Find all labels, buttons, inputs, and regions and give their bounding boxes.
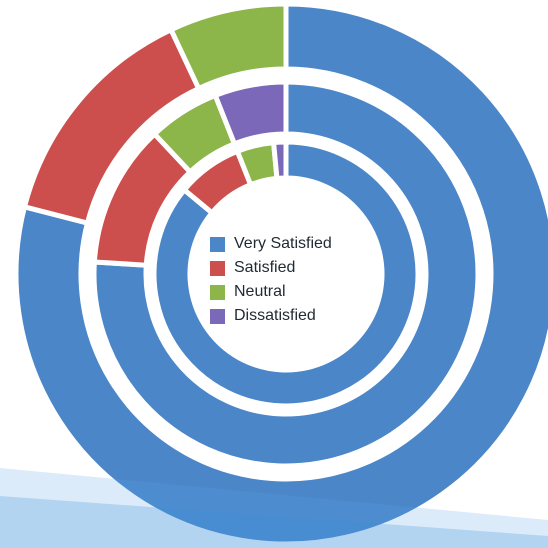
slice-outer-very-satisfied — [13, 1, 548, 547]
slice-inner-dissatisfied — [270, 139, 289, 182]
legend-item-dissatisfied: Dissatisfied — [210, 304, 370, 328]
legend-item-satisfied: Satisfied — [210, 256, 370, 280]
legend-label-very-satisfied: Very Satisfied — [234, 235, 332, 252]
legend-swatch-very-satisfied — [210, 236, 225, 252]
legend-label-satisfied: Satisfied — [234, 259, 296, 276]
slice-middle-dissatisfied — [212, 79, 289, 148]
rings-layer — [13, 1, 548, 547]
legend-item-very-satisfied: Very Satisfied — [210, 232, 370, 256]
slice-middle-very-satisfied — [91, 79, 481, 469]
legend-swatch-neutral — [210, 284, 225, 300]
legend-label-dissatisfied: Dissatisfied — [234, 307, 316, 324]
slice-inner-very-satisfied — [151, 139, 421, 409]
chart-legend: Very Satisfied Satisfied Neutral Dissati… — [210, 232, 370, 328]
legend-swatch-satisfied — [210, 260, 225, 276]
legend-label-neutral: Neutral — [234, 283, 286, 300]
legend-item-neutral: Neutral — [210, 280, 370, 304]
slice-outer-neutral — [167, 1, 289, 92]
legend-swatch-dissatisfied — [210, 308, 225, 324]
